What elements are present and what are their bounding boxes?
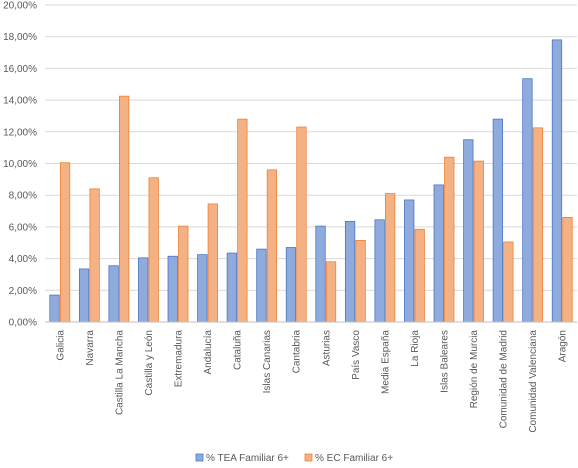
y-tick-label: 2,00% [9, 286, 37, 297]
y-tick-label: 6,00% [9, 222, 37, 233]
bar-ec [296, 126, 307, 323]
x-category-label: Comunidad de Madrid [499, 330, 510, 428]
bar-tea [197, 254, 208, 323]
x-category-label: Cantabria [292, 330, 303, 374]
bar-tea [344, 220, 356, 323]
bar-ec [473, 160, 484, 323]
bar-tea [256, 248, 267, 323]
x-category-label: Comunidad Valenciana [528, 330, 539, 433]
bar-ec [119, 95, 130, 323]
y-tick-label: 14,00% [3, 96, 37, 107]
bar-ec [89, 188, 100, 323]
x-category-label: Aragón [558, 330, 569, 362]
legend-label: % TEA Familiar 6+ [206, 453, 289, 464]
x-category-label: Galicia [55, 330, 66, 361]
x-category-label: Extremadura [174, 330, 185, 388]
y-tick-label: 16,00% [3, 64, 37, 75]
bar-ec [532, 127, 544, 323]
bar-ec [148, 177, 159, 323]
legend-swatch [195, 453, 204, 462]
bar-ec [237, 118, 248, 323]
bar-tea [551, 39, 563, 323]
x-category-label: Islas Canarias [262, 330, 273, 393]
y-tick-label: 0,00% [9, 318, 37, 329]
y-tick-label: 12,00% [3, 127, 37, 138]
x-category-label: Región de Murcia [469, 330, 480, 409]
bar-tea [522, 78, 533, 323]
x-category-label: La Rioja [410, 330, 421, 367]
x-category-label: Navarra [85, 330, 96, 366]
bar-tea [226, 252, 237, 323]
bar-ec [355, 239, 366, 323]
legend-swatch [304, 453, 313, 462]
bar-ec [59, 162, 71, 323]
bars [49, 39, 573, 323]
legend: % TEA Familiar 6+ % EC Familiar 6+ [195, 453, 393, 464]
y-axis-tick-labels: 0,00% 2,00% 4,00% 6,00% 8,00% 10,00% 12,00% 14,… [3, 1, 37, 329]
bar-ec [207, 203, 218, 323]
bar-ec [385, 193, 396, 323]
bar-tea [285, 247, 297, 323]
bar-tea [138, 257, 149, 323]
y-tick-label: 10,00% [3, 159, 37, 170]
x-category-label: Islas Baleares [440, 330, 451, 393]
legend-label: % EC Familiar 6+ [315, 453, 393, 464]
bar-ec [414, 228, 425, 323]
x-category-label: Andalucía [203, 330, 214, 375]
x-category-label: Asturias [321, 330, 332, 366]
bar-tea [315, 225, 326, 323]
bar-tea [492, 118, 503, 323]
bar-tea [433, 184, 444, 323]
bar-tea [49, 294, 60, 323]
bar-ec [325, 261, 337, 323]
bar-ec [562, 217, 573, 323]
x-category-label: Castilla La Mancha [114, 330, 125, 415]
bar-ec [444, 156, 455, 323]
y-tick-label: 8,00% [9, 191, 37, 202]
x-category-label: Castilla y León [144, 330, 155, 396]
y-tick-label: 18,00% [3, 32, 37, 43]
y-tick-label: 20,00% [3, 1, 37, 12]
bar-tea [167, 255, 178, 323]
bar-tea [108, 265, 119, 323]
x-category-label: Cataluña [233, 330, 244, 370]
bar-ec [266, 169, 278, 323]
bar-tea [374, 219, 385, 323]
x-category-label: País Vasco [351, 330, 362, 380]
x-category-label: Media España [380, 330, 391, 394]
bar-tea [463, 139, 474, 323]
y-tick-label: 4,00% [9, 254, 37, 265]
x-axis-category-labels: Galicia Navarra Castilla La Mancha Castilla… [55, 330, 568, 433]
bar-ec [503, 241, 514, 323]
bar-tea [78, 268, 90, 323]
gridlines [45, 4, 577, 291]
bar-ec [178, 225, 189, 323]
bar-tea [404, 199, 415, 323]
